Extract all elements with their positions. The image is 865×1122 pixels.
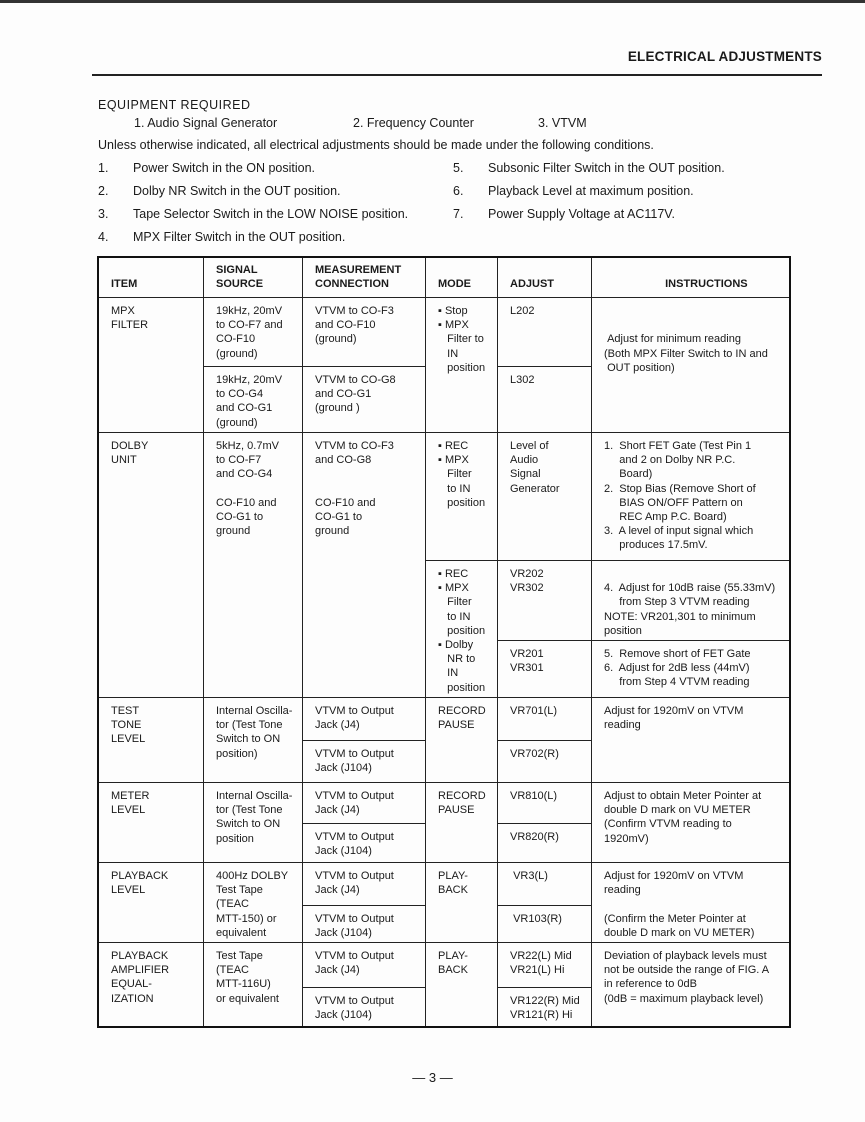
adjust-cell: L302 bbox=[497, 366, 592, 433]
header-instructions: INSTRUCTIONS bbox=[591, 257, 791, 298]
measurement-cell: VTVM to Output Jack (J4) bbox=[302, 862, 426, 906]
signal-cell: 19kHz, 20mV to CO-F7 and CO-F10 (ground) bbox=[203, 297, 303, 367]
instructions-cell: Adjust for 1920mV on VTVM reading bbox=[591, 697, 791, 783]
condition-text: Power Switch in the ON position. bbox=[133, 161, 316, 175]
mode-cell: ▪ REC ▪ MPX Filter to IN position bbox=[425, 432, 498, 561]
condition-number: 2. bbox=[98, 184, 109, 198]
measurement-cell: VTVM to CO-F3 and CO-G8 CO-F10 and CO-G1… bbox=[302, 432, 426, 698]
mode-cell: PLAY- BACK bbox=[425, 942, 498, 1028]
header-mode: MODE bbox=[425, 257, 498, 298]
mode-cell: ▪ Stop ▪ MPX Filter to IN position bbox=[425, 297, 498, 433]
condition-number: 5. bbox=[453, 161, 464, 175]
top-edge bbox=[0, 0, 865, 3]
equipment-item: 1. Audio Signal Generator bbox=[134, 116, 278, 130]
adjust-cell: Level of Audio Signal Generator bbox=[497, 432, 592, 561]
header-signal: SIGNAL SOURCE bbox=[203, 257, 303, 298]
instructions-cell: 4. Adjust for 10dB raise (55.33mV) from … bbox=[591, 560, 791, 641]
adjust-cell: VR202 VR302 bbox=[497, 560, 592, 641]
measurement-cell: VTVM to Output Jack (J104) bbox=[302, 987, 426, 1028]
measurement-cell: VTVM to CO-G8 and CO-G1 (ground ) bbox=[302, 366, 426, 433]
instructions-cell: Adjust for 1920mV on VTVM reading (Confi… bbox=[591, 862, 791, 943]
header-item: ITEM bbox=[98, 257, 204, 298]
condition-text: Tape Selector Switch in the LOW NOISE po… bbox=[133, 207, 409, 221]
condition-text: Dolby NR Switch in the OUT position. bbox=[133, 184, 341, 198]
signal-cell: Internal Oscilla- tor (Test Tone Switch … bbox=[203, 782, 303, 863]
adjust-cell: VR122(R) Mid VR121(R) Hi bbox=[497, 987, 592, 1028]
header-adjust: ADJUST bbox=[497, 257, 592, 298]
adjust-cell: VR201 VR301 bbox=[497, 640, 592, 698]
page-number: — 3 — bbox=[412, 1070, 453, 1085]
measurement-cell: VTVM to Output Jack (J104) bbox=[302, 823, 426, 863]
mode-cell: RECORD PAUSE bbox=[425, 697, 498, 783]
instructions-cell: Adjust to obtain Meter Pointer at double… bbox=[591, 782, 791, 863]
section-title: ELECTRICAL ADJUSTMENTS bbox=[627, 49, 822, 64]
item-cell: PLAYBACK LEVEL bbox=[98, 862, 204, 943]
measurement-cell: VTVM to Output Jack (J4) bbox=[302, 697, 426, 741]
instructions-cell: Adjust for minimum reading (Both MPX Fil… bbox=[591, 297, 791, 433]
signal-cell: 5kHz, 0.7mV to CO-F7 and CO-G4 CO-F10 an… bbox=[203, 432, 303, 698]
condition-number: 6. bbox=[453, 184, 464, 198]
measurement-cell: VTVM to Output Jack (J104) bbox=[302, 905, 426, 943]
condition-text: Subsonic Filter Switch in the OUT positi… bbox=[488, 161, 725, 175]
signal-cell: Internal Oscilla- tor (Test Tone Switch … bbox=[203, 697, 303, 783]
adjust-cell: VR702(R) bbox=[497, 740, 592, 783]
adjust-cell: VR820(R) bbox=[497, 823, 592, 863]
signal-cell: 19kHz, 20mV to CO-G4 and CO-G1 (ground) bbox=[203, 366, 303, 433]
header-measurement: MEASUREMENT CONNECTION bbox=[302, 257, 426, 298]
signal-cell: 400Hz DOLBY Test Tape (TEAC MTT-150) or … bbox=[203, 862, 303, 943]
condition-text: Playback Level at maximum position. bbox=[488, 184, 694, 198]
conditions-intro: Unless otherwise indicated, all electric… bbox=[98, 138, 654, 152]
measurement-cell: VTVM to Output Jack (J4) bbox=[302, 942, 426, 988]
adjust-cell: VR22(L) Mid VR21(L) Hi bbox=[497, 942, 592, 988]
adjust-cell: VR810(L) bbox=[497, 782, 592, 824]
adjust-cell: VR701(L) bbox=[497, 697, 592, 741]
mode-cell: ▪ REC ▪ MPX Filter to IN position ▪ Dolb… bbox=[425, 560, 498, 698]
condition-number: 3. bbox=[98, 207, 109, 221]
item-cell: TEST TONE LEVEL bbox=[98, 697, 204, 783]
instructions-cell: Deviation of playback levels must not be… bbox=[591, 942, 791, 1028]
adjust-cell: VR3(L) bbox=[497, 862, 592, 906]
condition-number: 4. bbox=[98, 230, 109, 244]
equipment-item: 2. Frequency Counter bbox=[353, 116, 474, 130]
condition-text: MPX Filter Switch in the OUT position. bbox=[133, 230, 346, 244]
equipment-heading: EQUIPMENT REQUIRED bbox=[98, 98, 251, 112]
item-cell: DOLBY UNIT bbox=[98, 432, 204, 698]
adjust-cell: L202 bbox=[497, 297, 592, 367]
measurement-cell: VTVM to Output Jack (J4) bbox=[302, 782, 426, 824]
condition-number: 7. bbox=[453, 207, 464, 221]
instructions-cell: 5. Remove short of FET Gate 6. Adjust fo… bbox=[591, 640, 791, 698]
mode-cell: RECORD PAUSE bbox=[425, 782, 498, 863]
item-cell: PLAYBACK AMPLIFIER EQUAL- IZATION bbox=[98, 942, 204, 1028]
condition-text: Power Supply Voltage at AC117V. bbox=[488, 207, 675, 221]
measurement-cell: VTVM to Output Jack (J104) bbox=[302, 740, 426, 783]
item-cell: METER LEVEL bbox=[98, 782, 204, 863]
condition-number: 1. bbox=[98, 161, 109, 175]
signal-cell: Test Tape (TEAC MTT-116U) or equivalent bbox=[203, 942, 303, 1028]
header-rule bbox=[92, 74, 822, 76]
instructions-cell: 1. Short FET Gate (Test Pin 1 and 2 on D… bbox=[591, 432, 791, 561]
item-cell: MPX FILTER bbox=[98, 297, 204, 433]
adjust-cell: VR103(R) bbox=[497, 905, 592, 943]
mode-cell: PLAY- BACK bbox=[425, 862, 498, 943]
equipment-item: 3. VTVM bbox=[538, 116, 587, 130]
measurement-cell: VTVM to CO-F3 and CO-F10 (ground) bbox=[302, 297, 426, 367]
